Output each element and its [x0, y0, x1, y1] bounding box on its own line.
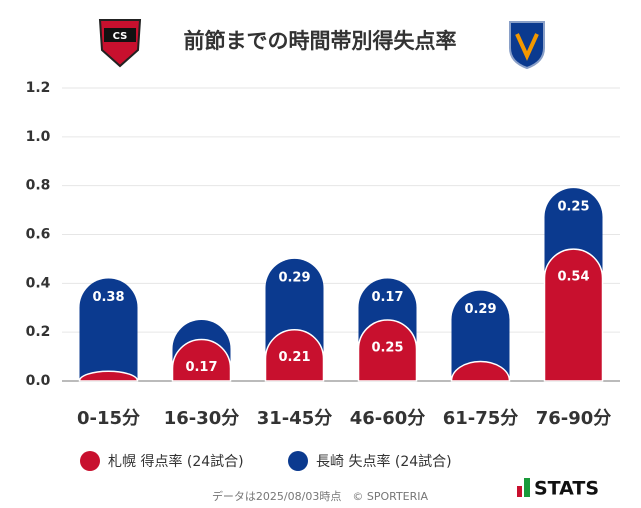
data-label: 0.25	[557, 200, 589, 215]
y-tick-label: 0.8	[26, 178, 51, 194]
x-tick-label: 61-75分	[443, 408, 519, 429]
y-tick-label: 0.2	[26, 324, 51, 340]
y-tick-label: 0.4	[26, 275, 51, 291]
x-tick-label: 76-90分	[536, 408, 612, 429]
legend-label: 長崎 失点率 (24試合)	[316, 453, 452, 470]
data-label: 0.21	[278, 350, 310, 365]
bar-segment	[264, 329, 325, 382]
bar-segment	[450, 360, 511, 382]
bar-segment	[451, 290, 510, 381]
y-tick-label: 0.6	[26, 227, 51, 243]
x-tick-label: 46-60分	[350, 408, 426, 429]
data-label: 0.38	[92, 290, 124, 305]
data-label: 0.29	[278, 270, 310, 285]
away-logo	[509, 21, 545, 70]
y-tick-label: 1.0	[26, 129, 51, 145]
bar-segment	[79, 278, 138, 381]
legend-marker	[80, 451, 100, 471]
bar-segment	[357, 319, 418, 382]
legend-label: 札幌 得点率 (24試合)	[108, 453, 244, 470]
y-tick-label: 0.0	[26, 373, 51, 389]
home-logo: CS	[98, 19, 142, 68]
brand-logo	[517, 478, 530, 497]
bar-segment	[543, 248, 604, 382]
legend-marker	[288, 451, 308, 471]
footer: データは2025/08/03時点 © SPORTERIA	[212, 489, 429, 503]
x-tick-label: 16-30分	[164, 408, 240, 429]
y-tick-label: 1.2	[26, 80, 51, 96]
x-tick-label: 31-45分	[257, 408, 333, 429]
x-tick-label: 0-15分	[77, 408, 140, 429]
data-label: 0.29	[464, 302, 496, 317]
bar-segment	[78, 370, 139, 382]
chart-title: 前節までの時間帯別得失点率	[184, 29, 457, 53]
data-label: 0.17	[371, 290, 403, 305]
data-label: 0.25	[371, 340, 403, 355]
brand: STATS	[534, 478, 599, 500]
bar-segment	[171, 338, 232, 382]
data-label: 0.54	[557, 270, 589, 285]
data-label: 0.17	[185, 360, 217, 375]
svg-text:CS: CS	[113, 31, 128, 42]
